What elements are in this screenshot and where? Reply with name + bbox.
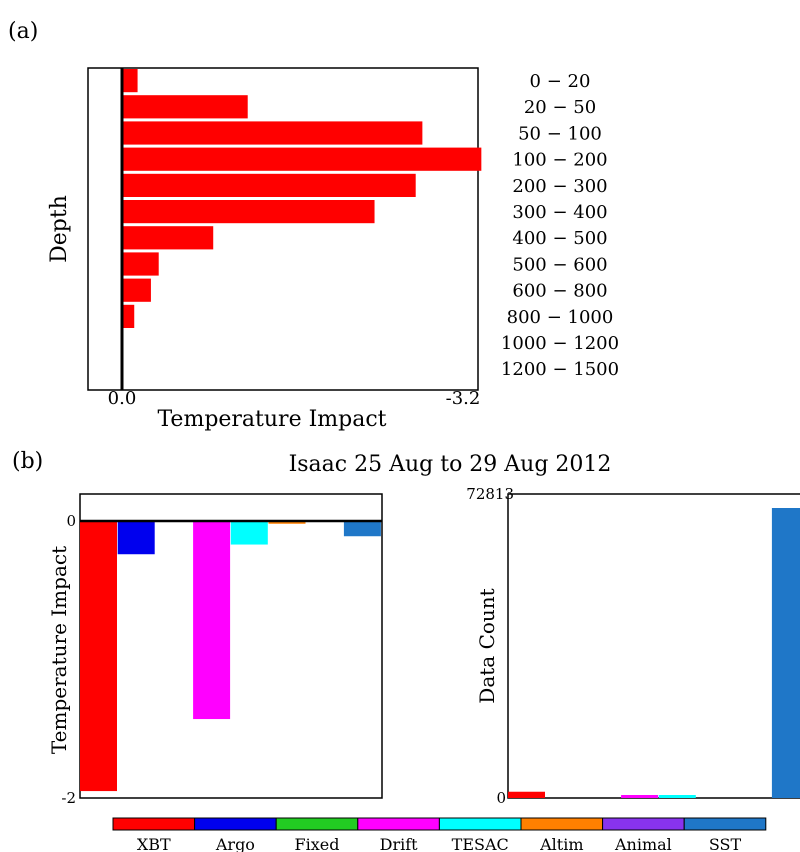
chart-a-x-axis-label: Temperature Impact (157, 407, 386, 432)
legend-label-altim: Altim (539, 835, 583, 852)
depth-category-label: 300 − 400 (512, 202, 607, 223)
depth-category-label: 800 − 1000 (507, 307, 614, 328)
legend-swatch-drift (357, 817, 440, 831)
depth-category-label: 1200 − 1500 (501, 359, 619, 380)
depth-category-label: 500 − 600 (512, 254, 607, 275)
bar-depth (122, 147, 482, 171)
chart-title: Isaac 25 Aug to 29 Aug 2012 (289, 452, 612, 477)
depth-category-label: 1000 − 1200 (501, 333, 619, 354)
depth-category-label: 50 − 100 (518, 123, 602, 144)
depth-category-label: 400 − 500 (512, 228, 607, 249)
legend-swatch-animal (602, 817, 685, 831)
bar-depth (122, 200, 375, 224)
depth-category-label: 100 − 200 (512, 150, 607, 171)
bar-depth (122, 69, 138, 93)
bar-depth (122, 252, 159, 276)
data-count-chart: 0 72813 Data Count (466, 485, 800, 807)
legend-swatch-xbt (112, 817, 196, 831)
legend-label-drift: Drift (380, 835, 419, 852)
chart-b2-tick-label: 72813 (466, 485, 514, 503)
legend-label-fixed: Fixed (295, 835, 340, 852)
chart-b2-frame (507, 493, 800, 799)
chart-a-y-axis-label: Depth (47, 195, 72, 263)
depth-category-label: 200 − 300 (512, 176, 607, 197)
count-bar-drift (621, 795, 659, 798)
legend-swatch-altim (520, 817, 604, 831)
count-bar-xbt (508, 791, 545, 798)
bar-drift (193, 521, 231, 720)
chart-b1-tick-label: 0 (66, 512, 76, 530)
chart-b2-tick-label: 0 (496, 789, 506, 807)
count-bar-tesac (658, 795, 696, 798)
count-bar-sst (771, 508, 800, 798)
legend-label-tesac: TESAC (452, 835, 509, 852)
chart-b1-y-axis-label: Temperature Impact (47, 546, 71, 754)
chart-a-tick-label: -3.2 (446, 388, 481, 409)
chart-b2-y-axis-label: Data Count (475, 588, 499, 703)
bar-depth (122, 95, 248, 119)
legend-swatch-tesac (438, 817, 522, 831)
bar-depth (122, 304, 135, 328)
chart-a-tick-label: 0.0 (108, 388, 137, 409)
bar-xbt (80, 521, 117, 792)
legend-swatch-sst (683, 817, 767, 831)
depth-category-label: 600 − 800 (512, 281, 607, 302)
legend: XBT Argo Fixed Drift TESAC Altim Animal SST (112, 817, 767, 852)
bar-depth (122, 121, 423, 145)
legend-label-xbt: XBT (137, 835, 171, 852)
panel-b-label: (b) (12, 449, 43, 474)
legend-label-animal: Animal (614, 835, 672, 852)
panel-a-label: (a) (8, 19, 38, 44)
legend-swatch-argo (194, 817, 277, 831)
depth-impact-chart: 0 − 20 20 − 50 50 − 100 100 − 200 200 − 300 3… (47, 67, 619, 432)
bar-argo (117, 521, 155, 555)
impact-by-type-chart: 0 -2 Temperature Impact (47, 493, 383, 807)
legend-label-argo: Argo (215, 835, 255, 852)
legend-label-sst: SST (709, 835, 742, 852)
bar-tesac (230, 521, 268, 545)
bar-depth (122, 278, 151, 302)
depth-category-label: 0 − 20 (530, 71, 591, 92)
bar-depth (122, 226, 214, 250)
bar-altim (268, 521, 306, 524)
chart-a-frame (87, 67, 479, 391)
bar-depth (122, 173, 416, 197)
bar-sst (343, 521, 381, 537)
chart-b1-tick-label: -2 (61, 789, 76, 807)
depth-category-label: 20 − 50 (524, 97, 596, 118)
legend-swatch-fixed (275, 817, 359, 831)
